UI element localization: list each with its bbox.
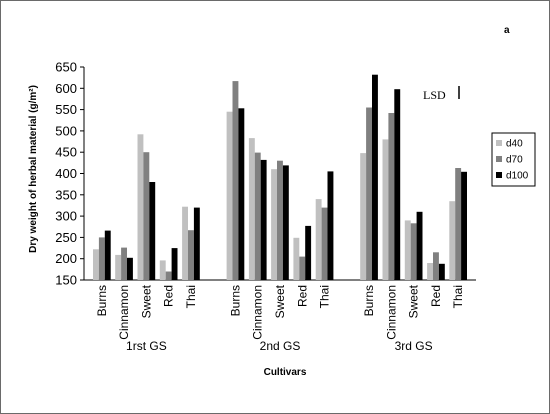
category-label: Thai <box>451 285 465 308</box>
bar-d70-red-gs2 <box>299 256 306 280</box>
category-label: Thai <box>318 285 332 308</box>
category-label: Sweet <box>273 284 287 318</box>
bar-d40-burns-gs3 <box>360 153 367 280</box>
legend-label-d40: d40 <box>506 139 523 150</box>
bar-d100-burns-gs1 <box>104 230 111 280</box>
group-label: 3rd GS <box>395 339 433 353</box>
bar-d40-red-gs2 <box>293 237 300 280</box>
y-axis-title: Dry weight of herbal material (g/m²) <box>28 85 39 253</box>
bar-d40-burns-gs2 <box>226 111 233 280</box>
category-label: Burns <box>229 285 243 316</box>
bar-d70-thai-gs1 <box>188 230 194 280</box>
bar-d70-sweet-gs2 <box>277 160 283 280</box>
y-tick-label: 350 <box>55 187 77 202</box>
category-labels: Burns Cinnamon Sweet Red Thai Burns Cinnamon Sw… <box>95 284 465 339</box>
category-label: Cinnamon <box>384 285 398 340</box>
y-axis: 150 200 250 300 350 400 450 500 550 600 650 <box>55 60 85 288</box>
bar-d70-cinnamon-gs3 <box>388 113 395 280</box>
bar-d100-sweet-gs2 <box>282 165 289 280</box>
y-tick-label: 250 <box>55 230 77 245</box>
category-label: Burns <box>362 285 376 316</box>
bar-d100-cinnamon-gs3 <box>394 89 401 280</box>
bar-d100-thai-gs3 <box>461 171 467 280</box>
y-tick-label: 400 <box>55 166 77 181</box>
panel-label: a <box>504 25 510 36</box>
category-label: Cinnamon <box>251 285 265 340</box>
lsd-label: LSD <box>423 88 446 102</box>
bar-d40-sweet-gs3 <box>404 220 411 280</box>
y-tick-label: 550 <box>55 102 77 117</box>
category-label: Cinnamon <box>117 285 131 340</box>
group-label: 2nd GS <box>260 339 301 353</box>
category-label: Thai <box>184 285 198 308</box>
bar-d40-cinnamon-gs3 <box>382 139 389 280</box>
category-label: Red <box>295 285 309 307</box>
group-label: 1rst GS <box>126 339 167 353</box>
y-tick-label: 500 <box>55 123 77 138</box>
bar-d40-cinnamon-gs2 <box>248 138 255 280</box>
category-label: Sweet <box>407 284 421 318</box>
bar-d100-thai-gs2 <box>327 171 334 280</box>
bar-d70-thai-gs3 <box>455 168 462 280</box>
bar-d40-sweet-gs1 <box>137 134 144 280</box>
y-tick-label: 300 <box>55 209 77 224</box>
bar-d40-thai-gs2 <box>315 199 322 280</box>
y-tick-label: 650 <box>55 60 77 75</box>
bar-d100-sweet-gs3 <box>416 211 423 280</box>
bar-d70-thai-gs2 <box>321 207 328 280</box>
bar-d70-red-gs1 <box>165 271 172 280</box>
bar-d100-cinnamon-gs2 <box>260 159 267 280</box>
bar-d70-burns-gs3 <box>366 107 372 280</box>
category-label: Red <box>162 285 176 307</box>
bar-d40-sweet-gs2 <box>271 169 277 280</box>
legend-swatch-d100 <box>496 172 502 178</box>
bar-d100-red-gs2 <box>305 225 312 280</box>
legend: d40 d70 d100 <box>491 132 536 187</box>
y-tick-label: 600 <box>55 81 77 96</box>
bar-d70-sweet-gs1 <box>143 152 150 280</box>
category-label: Red <box>429 285 443 307</box>
bar-d70-cinnamon-gs1 <box>121 247 127 280</box>
legend-label-d70: d70 <box>506 155 523 166</box>
bars <box>93 74 467 280</box>
bar-d40-red-gs3 <box>427 263 433 280</box>
bar-d40-thai-gs1 <box>182 206 188 280</box>
group-labels: 1rst GS 2nd GS 3rd GS <box>126 339 433 353</box>
y-tick-label: 450 <box>55 145 77 160</box>
legend-swatch-d70 <box>496 156 502 162</box>
bar-d40-red-gs1 <box>159 260 166 280</box>
legend-label-d100: d100 <box>506 171 529 182</box>
bar-d100-red-gs3 <box>438 263 445 280</box>
bar-d70-burns-gs1 <box>98 237 105 280</box>
bar-d70-cinnamon-gs2 <box>254 152 261 280</box>
y-tick-label: 150 <box>55 273 77 288</box>
x-axis-title: Cultivars <box>264 367 307 378</box>
bar-d100-sweet-gs1 <box>149 182 156 280</box>
bar-d100-burns-gs3 <box>372 74 378 280</box>
bar-d40-thai-gs3 <box>449 201 456 280</box>
bar-d70-burns-gs2 <box>232 81 239 280</box>
y-tick-label: 200 <box>55 251 77 266</box>
legend-swatch-d40 <box>496 140 502 146</box>
bar-d100-cinnamon-gs1 <box>127 257 133 280</box>
bar-d40-cinnamon-gs1 <box>115 254 122 280</box>
bar-d70-red-gs3 <box>433 252 439 280</box>
category-label: Burns <box>95 285 109 316</box>
bar-d100-red-gs1 <box>171 248 178 280</box>
category-label: Sweet <box>139 284 153 318</box>
bar-d40-burns-gs1 <box>93 249 99 280</box>
bar-d100-burns-gs2 <box>238 108 245 280</box>
bar-d70-sweet-gs3 <box>410 223 417 280</box>
bar-d100-thai-gs1 <box>193 207 200 280</box>
